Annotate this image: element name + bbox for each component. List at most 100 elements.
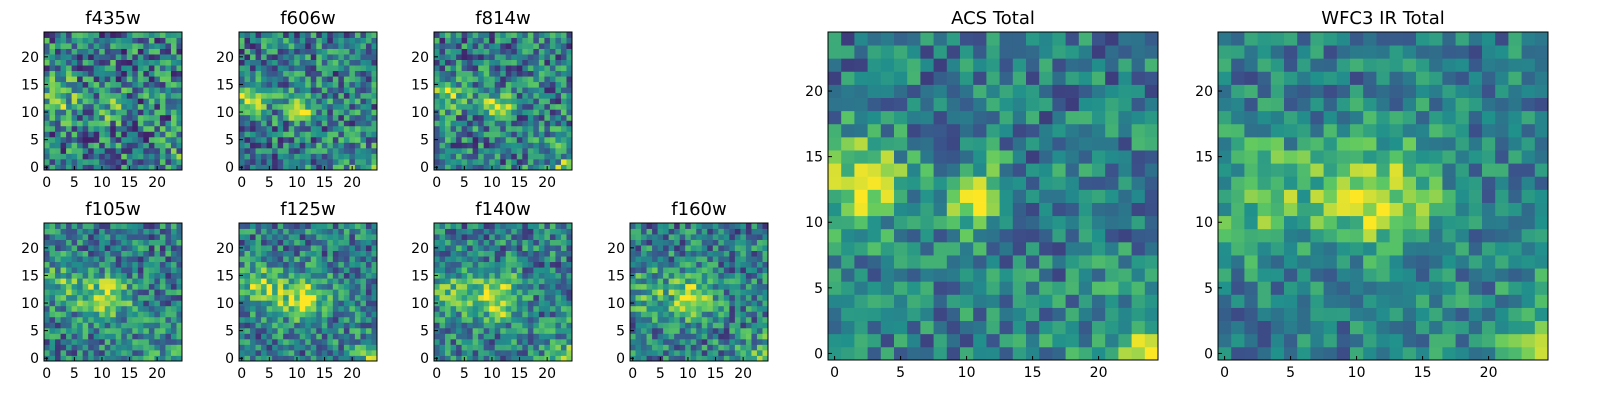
heatmap-cell xyxy=(1052,176,1066,190)
heatmap-cell xyxy=(239,294,245,301)
heatmap-cell xyxy=(327,92,334,99)
heatmap-cell xyxy=(338,158,345,165)
heatmap-cell xyxy=(555,114,562,121)
heatmap-cell xyxy=(729,349,736,356)
heatmap-cell xyxy=(450,158,457,165)
heatmap-cell xyxy=(316,48,323,55)
heatmap-cell xyxy=(483,256,490,263)
heatmap-cell xyxy=(288,234,295,240)
heatmap-cell xyxy=(867,241,882,256)
heatmap-cell xyxy=(288,142,295,149)
heatmap-cell xyxy=(467,142,474,149)
heatmap-cell xyxy=(527,256,534,263)
heatmap-cell xyxy=(154,278,161,285)
heatmap-cell xyxy=(1078,320,1093,335)
heatmap-cell xyxy=(132,338,139,345)
heatmap-cell xyxy=(668,322,675,329)
heatmap-cell xyxy=(483,283,490,290)
heatmap-cell xyxy=(1052,202,1066,217)
heatmap-cell xyxy=(1118,241,1132,256)
heatmap-cell xyxy=(500,164,507,171)
heatmap-cell xyxy=(310,114,317,121)
heatmap-cell xyxy=(472,164,479,171)
x-tick-label: 15 xyxy=(511,366,529,382)
heatmap-cell xyxy=(60,234,67,240)
heatmap-cell xyxy=(288,98,295,105)
heatmap-cell xyxy=(701,234,708,240)
heatmap-cell xyxy=(483,142,490,149)
heatmap-cell xyxy=(456,147,462,154)
heatmap-cell xyxy=(555,158,562,165)
heatmap-cell xyxy=(60,125,67,132)
heatmap-cell xyxy=(544,322,551,329)
heatmap-cell xyxy=(49,147,56,154)
heatmap-cell xyxy=(828,241,842,256)
heatmap-cell xyxy=(538,114,545,121)
heatmap-cell xyxy=(489,245,496,251)
heatmap-cell xyxy=(126,305,133,312)
heatmap-cell xyxy=(516,43,523,49)
heatmap-cell xyxy=(1105,281,1119,295)
heatmap-cell xyxy=(555,131,562,138)
heatmap-cell xyxy=(148,92,155,99)
heatmap-cell xyxy=(255,261,262,268)
heatmap-cell xyxy=(729,322,736,329)
heatmap-cell xyxy=(266,131,273,138)
heatmap-cell xyxy=(288,158,295,165)
heatmap-cell xyxy=(121,267,128,274)
heatmap-cell xyxy=(456,54,462,60)
heatmap-cell xyxy=(77,245,84,251)
heatmap-cell xyxy=(549,114,556,121)
heatmap-cell xyxy=(549,261,556,268)
heatmap-cell xyxy=(494,87,501,94)
heatmap-cell xyxy=(266,344,273,351)
heatmap-cell xyxy=(66,54,72,60)
heatmap-cell xyxy=(360,278,367,285)
heatmap-cell xyxy=(467,81,474,88)
heatmap-cell xyxy=(60,327,67,334)
heatmap-cell xyxy=(316,349,323,356)
heatmap-cell xyxy=(439,43,446,49)
heatmap-cell xyxy=(527,305,534,312)
heatmap-cell xyxy=(310,98,317,105)
heatmap-cell xyxy=(321,147,328,154)
heatmap-cell xyxy=(533,136,540,143)
heatmap-cell xyxy=(110,344,117,351)
heatmap-cell xyxy=(478,81,485,88)
heatmap-cell xyxy=(538,228,545,235)
heatmap-cell xyxy=(494,153,501,160)
heatmap-cell xyxy=(44,278,50,285)
heatmap-cell xyxy=(71,283,78,290)
heatmap-cell xyxy=(148,37,155,44)
heatmap-cell xyxy=(745,344,752,351)
heatmap-cell xyxy=(321,114,328,121)
heatmap-cell xyxy=(1078,189,1093,203)
heatmap-cell xyxy=(533,32,540,38)
heatmap-cell xyxy=(60,48,67,55)
heatmap-cell xyxy=(527,158,534,165)
heatmap-cell xyxy=(646,349,653,356)
heatmap-cell xyxy=(176,294,183,301)
heatmap-cell xyxy=(483,316,490,323)
heatmap-cell xyxy=(756,261,763,268)
heatmap-cell xyxy=(696,267,703,274)
heatmap-cell xyxy=(494,48,501,55)
heatmap-cell xyxy=(49,153,56,160)
heatmap-cell xyxy=(560,142,567,149)
heatmap-cell xyxy=(316,267,323,274)
heatmap-cell xyxy=(635,234,642,240)
heatmap-cell xyxy=(533,245,540,251)
heatmap-cell xyxy=(511,120,518,127)
heatmap-cell xyxy=(349,283,356,290)
heatmap-cell xyxy=(143,136,150,143)
heatmap-cell xyxy=(170,228,177,235)
heatmap-cell xyxy=(1065,268,1080,282)
heatmap-cell xyxy=(494,158,501,165)
heatmap-cell xyxy=(461,43,468,49)
heatmap-cell xyxy=(663,355,670,362)
heatmap-cell xyxy=(740,311,747,318)
heatmap-cell xyxy=(99,223,106,229)
heatmap-cell xyxy=(104,228,111,235)
